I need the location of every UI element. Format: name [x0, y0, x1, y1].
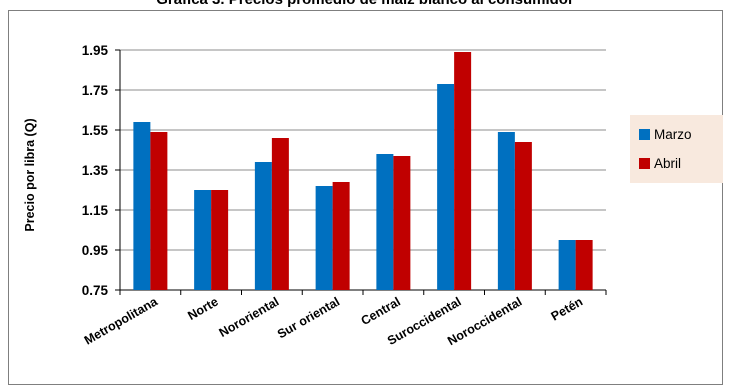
x-tick-label: Norte — [185, 294, 220, 322]
y-tick-label: 1.95 — [82, 43, 109, 58]
y-tick-label: 0.75 — [82, 283, 109, 298]
bar-abril-4 — [332, 182, 350, 290]
bar-abril-1 — [150, 132, 168, 290]
x-tick-label: Central — [359, 294, 403, 328]
bar-abril-3 — [271, 138, 289, 290]
legend-item-marzo: Marzo — [639, 126, 692, 142]
bar-marzo-5 — [376, 154, 394, 290]
x-tick-label: Nororiental — [217, 294, 282, 339]
bar-abril-8 — [575, 240, 593, 290]
legend: Marzo Abril — [630, 115, 723, 183]
bar-marzo-8 — [558, 240, 576, 290]
chart-title: Gráfica 3. Precios promedio de maíz blan… — [0, 0, 730, 8]
bar-abril-7 — [514, 142, 532, 290]
legend-item-abril: Abril — [639, 155, 681, 171]
bar-marzo-2 — [194, 190, 212, 290]
y-tick-label: 1.15 — [82, 203, 109, 218]
bar-marzo-3 — [254, 162, 272, 290]
y-tick-label: 1.35 — [82, 163, 109, 178]
y-tick-label: 1.55 — [82, 123, 109, 138]
legend-swatch-abril — [639, 157, 650, 169]
y-tick-label: 1.75 — [82, 83, 109, 98]
legend-swatch-marzo — [639, 128, 650, 140]
chart-frame — [8, 10, 723, 385]
bar-marzo-7 — [497, 132, 515, 290]
bar-abril-6 — [454, 52, 472, 290]
y-axis-label: Precio por libra (Q) — [23, 118, 37, 232]
y-tick-label: 0.95 — [82, 243, 109, 258]
bar-abril-5 — [393, 156, 411, 290]
bar-marzo-6 — [437, 84, 455, 290]
legend-label-abril: Abril — [654, 155, 682, 171]
bar-marzo-4 — [315, 186, 333, 290]
x-tick-label: Petén — [549, 294, 585, 323]
legend-label-marzo: Marzo — [654, 126, 692, 142]
x-tick-label: Sur oriental — [275, 294, 342, 341]
bar-marzo-1 — [133, 122, 151, 290]
x-tick-label: Metropolitana — [82, 294, 161, 348]
bar-abril-2 — [211, 190, 229, 290]
